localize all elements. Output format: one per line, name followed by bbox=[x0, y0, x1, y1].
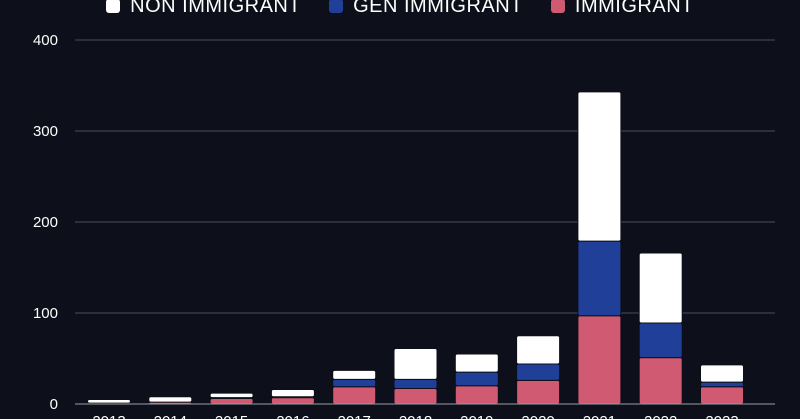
bar-gen-immigrant-2019 bbox=[454, 371, 499, 387]
legend-label-gen-immigrant: GEN IMMIGRANT bbox=[353, 0, 523, 17]
x-tick-label-2015: 2015 bbox=[215, 413, 248, 419]
y-tick-label-200: 200 bbox=[33, 214, 58, 231]
bar-non-immigrant-2018 bbox=[393, 347, 438, 380]
x-tick-label-2013: 2013 bbox=[92, 413, 125, 419]
x-tick-label-2018: 2018 bbox=[399, 413, 432, 419]
bar-non-immigrant-2019 bbox=[454, 353, 499, 373]
bar-immigrant-2020 bbox=[516, 379, 561, 405]
bar-non-immigrant-2020 bbox=[516, 335, 561, 365]
x-tick-label-2017: 2017 bbox=[338, 413, 371, 419]
bar-non-immigrant-2021 bbox=[577, 91, 622, 242]
bar-gen-immigrant-2021 bbox=[577, 240, 622, 317]
x-tick-label-2022: 2022 bbox=[644, 413, 677, 419]
x-tick-label-2021: 2021 bbox=[583, 413, 616, 419]
bar-non-immigrant-2016 bbox=[270, 388, 315, 398]
legend-swatch-non-immigrant bbox=[106, 0, 121, 13]
y-tick-label-100: 100 bbox=[33, 305, 58, 322]
x-tick-label-2019: 2019 bbox=[460, 413, 493, 419]
bar-immigrant-2015 bbox=[209, 398, 254, 405]
bar-gen-immigrant-2020 bbox=[516, 363, 561, 381]
legend-label-immigrant: IMMIGRANT bbox=[574, 0, 694, 17]
legend: NON IMMIGRANT GEN IMMIGRANT IMMIGRANT bbox=[0, 0, 800, 18]
bar-immigrant-2022 bbox=[638, 357, 683, 405]
x-tick-label-2023: 2023 bbox=[705, 413, 738, 419]
y-tick-label-300: 300 bbox=[33, 123, 58, 140]
legend-swatch-gen-immigrant bbox=[329, 0, 344, 13]
x-tick-label-2016: 2016 bbox=[276, 413, 309, 419]
bar-immigrant-2019 bbox=[454, 385, 499, 405]
bar-gen-immigrant-2017 bbox=[332, 378, 377, 388]
bar-non-immigrant-2013 bbox=[87, 398, 131, 404]
bar-non-immigrant-2017 bbox=[332, 369, 377, 380]
x-tick-label-2014: 2014 bbox=[154, 413, 187, 419]
bar-immigrant-2017 bbox=[332, 386, 377, 405]
legend-label-non-immigrant: NON IMMIGRANT bbox=[130, 0, 302, 17]
x-tick-label-2020: 2020 bbox=[521, 413, 554, 419]
legend-item-immigrant[interactable]: IMMIGRANT bbox=[550, 0, 694, 18]
y-tick-label-0: 0 bbox=[50, 396, 58, 413]
legend-item-non-immigrant[interactable]: NON IMMIGRANT bbox=[106, 0, 301, 18]
bar-immigrant-2016 bbox=[270, 397, 315, 405]
bar-immigrant-2023 bbox=[700, 386, 744, 405]
bar-non-immigrant-2014 bbox=[148, 396, 193, 403]
y-tick-label-400: 400 bbox=[33, 32, 58, 49]
bar-immigrant-2018 bbox=[393, 388, 438, 405]
bar-gen-immigrant-2023 bbox=[700, 381, 744, 388]
legend-item-gen-immigrant[interactable]: GEN IMMIGRANT bbox=[329, 0, 523, 18]
bar-gen-immigrant-2022 bbox=[638, 322, 683, 359]
legend-swatch-immigrant bbox=[550, 0, 565, 13]
bar-gen-immigrant-2018 bbox=[393, 378, 438, 390]
bar-non-immigrant-2015 bbox=[209, 392, 254, 399]
bar-immigrant-2021 bbox=[577, 315, 622, 405]
bar-non-immigrant-2022 bbox=[638, 252, 683, 324]
bar-non-immigrant-2023 bbox=[700, 364, 744, 383]
